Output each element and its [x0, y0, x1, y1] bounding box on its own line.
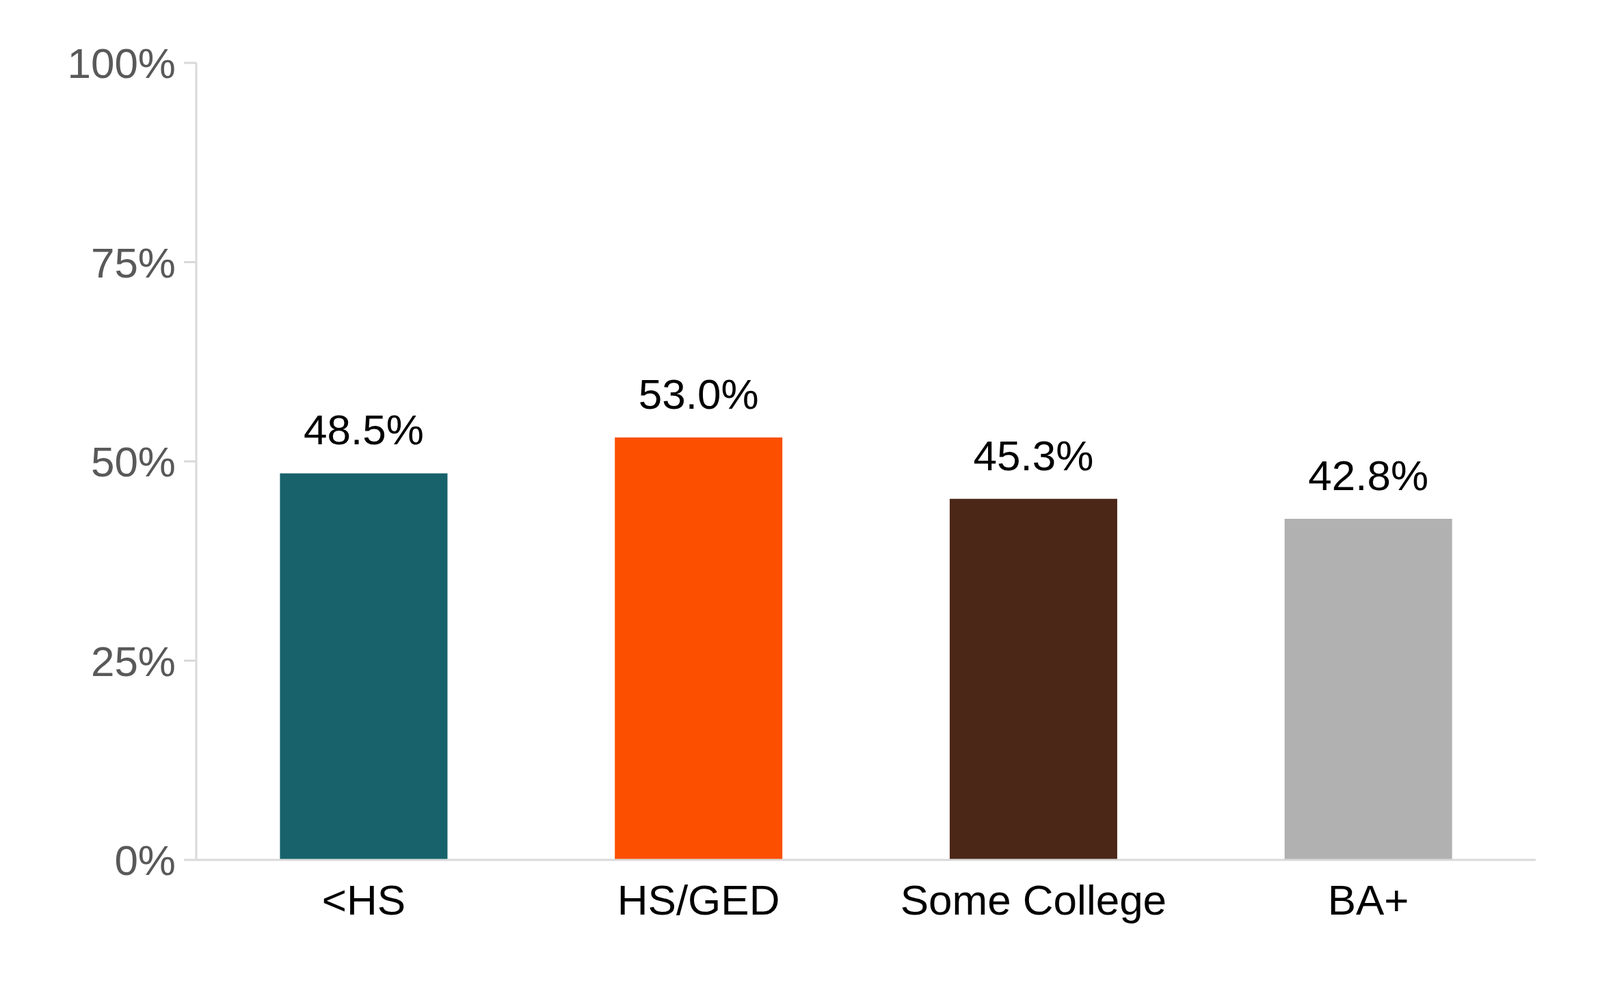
svg-text:25%: 25% [90, 637, 176, 686]
svg-text:HS/GED: HS/GED [617, 876, 781, 924]
svg-text:75%: 75% [90, 239, 176, 287]
svg-text:Some College: Some College [900, 876, 1167, 924]
svg-text:BA+: BA+ [1327, 876, 1410, 924]
svg-text:100%: 100% [67, 39, 176, 87]
svg-text:<HS: <HS [322, 876, 406, 924]
svg-text:48.5%: 48.5% [303, 406, 424, 454]
svg-text:0%: 0% [114, 836, 176, 885]
svg-text:50%: 50% [90, 438, 176, 486]
svg-text:45.3%: 45.3% [973, 432, 1095, 480]
svg-text:42.8%: 42.8% [1308, 451, 1429, 500]
svg-text:53.0%: 53.0% [638, 370, 759, 418]
